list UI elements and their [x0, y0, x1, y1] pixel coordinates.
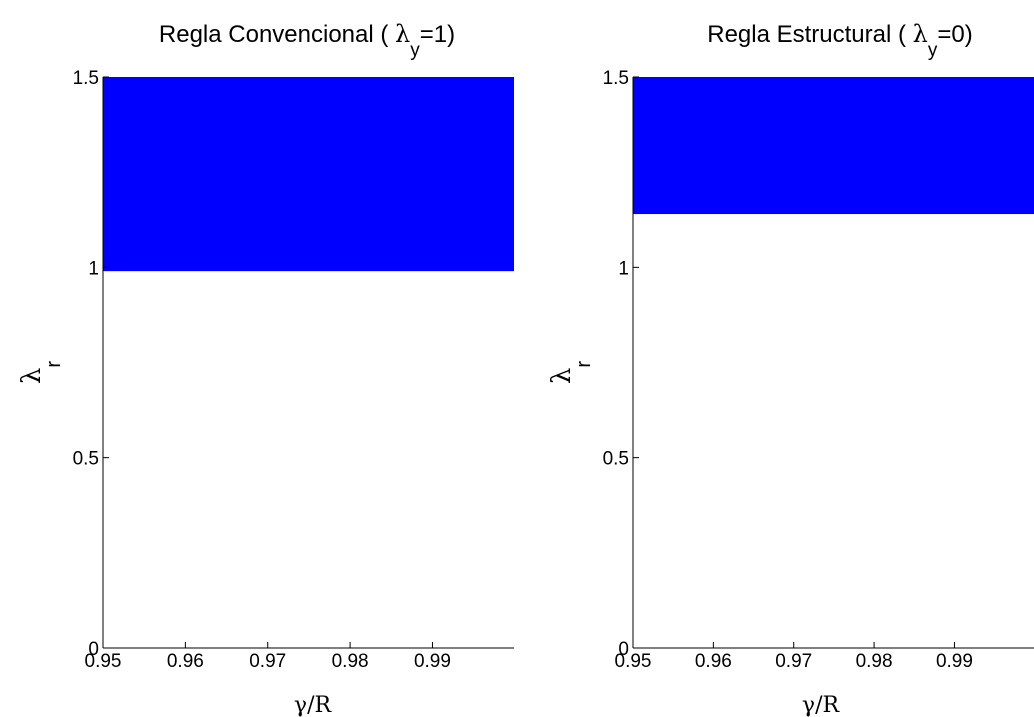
- title-subscript: y: [928, 40, 938, 61]
- ylabel-subscript: r: [573, 361, 595, 368]
- title-suffix: =0): [937, 21, 972, 48]
- title-subscript: y: [410, 40, 420, 61]
- chart-title: Regla Estructural ( λy=0): [707, 20, 972, 61]
- chart-title: Regla Convencional ( λy=1): [159, 20, 455, 61]
- x-tick-label: 0.98: [332, 651, 369, 672]
- x-axis-label: γ/R: [802, 693, 841, 717]
- chart-panel-1: 0 0.5 1 1.5 0.95 0.96 0.97 0.98 0.99 Regla Conven…: [17, 20, 514, 717]
- x-tick-label: 0.99: [414, 651, 451, 672]
- x-tick-label: 0.96: [695, 651, 732, 672]
- chart-panel-2: 0 0.5 1 1.5 0.95 0.96 0.97 0.98 0.99 Regla Estruc…: [547, 20, 1034, 717]
- ylabel-symbol: λ: [547, 368, 577, 384]
- title-symbol: λ: [395, 20, 410, 48]
- title-text: Regla Estructural (: [707, 21, 912, 48]
- y-axis-label: λr: [547, 361, 595, 384]
- filled-region: [633, 77, 1034, 215]
- title-text: Regla Convencional (: [159, 21, 395, 48]
- x-tick-label: 0.98: [856, 651, 893, 672]
- x-tick-label: 0.95: [85, 651, 122, 672]
- ylabel-subscript: r: [43, 361, 65, 368]
- xlabel-symbol: γ: [802, 693, 815, 717]
- ylabel-symbol: λ: [17, 368, 47, 384]
- xlabel-text: /R: [815, 693, 840, 717]
- y-tick-label: 0.5: [603, 449, 629, 470]
- y-tick-label: 0: [618, 639, 629, 660]
- x-tick-label: 0.96: [167, 651, 204, 672]
- x-tick-label: 0.97: [249, 651, 286, 672]
- y-axis-label: λr: [17, 361, 65, 384]
- y-tick-label: 1.5: [73, 68, 99, 89]
- xlabel-symbol: γ: [294, 693, 307, 717]
- title-suffix: =1): [420, 21, 455, 48]
- y-tick-label: 0.5: [73, 449, 99, 470]
- y-tick-label: 1.5: [603, 68, 629, 89]
- x-tick-label: 0.95: [615, 651, 652, 672]
- x-tick-label: 0.97: [775, 651, 812, 672]
- y-tick-label: 0: [88, 639, 99, 660]
- xlabel-text: /R: [307, 693, 332, 717]
- filled-region: [103, 77, 514, 272]
- title-symbol: λ: [913, 20, 928, 48]
- x-axis-label: γ/R: [294, 693, 333, 717]
- y-tick-label: 1: [618, 258, 629, 279]
- x-tick-label: 0.99: [936, 651, 973, 672]
- y-tick-label: 1: [88, 258, 99, 279]
